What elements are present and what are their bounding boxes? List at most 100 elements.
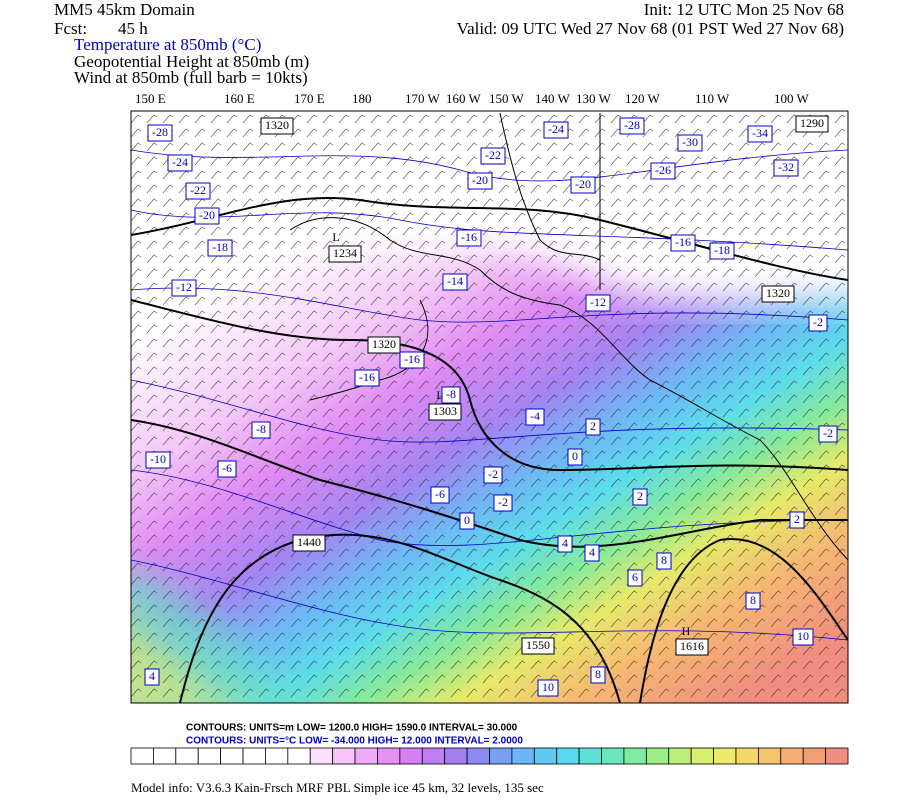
model-info: Model info: V3.6.3 Kain-Frsch MRF PBL Si…	[131, 780, 544, 795]
temperature-label: -16	[354, 369, 380, 387]
temperature-label-text: -2	[823, 426, 833, 440]
field-temperature: Temperature at 850mb (°C)	[74, 35, 261, 54]
temperature-label-text: -18	[714, 243, 730, 257]
temperature-label-text: -34	[752, 126, 768, 140]
temperature-label-box	[818, 425, 838, 443]
temperature-label-box	[442, 273, 468, 291]
colorbar-cell	[578, 747, 602, 765]
longitude-label: 170 W	[405, 91, 441, 106]
pressure-center: L	[332, 230, 339, 244]
temperature-label-text: -8	[446, 387, 456, 401]
temperature-label: -22	[185, 182, 211, 200]
temperature-label: -8	[251, 421, 271, 439]
height-label: 1234	[328, 245, 362, 263]
height-label-box	[367, 336, 401, 354]
colorbar-cell	[197, 747, 222, 765]
colorbar-cell	[287, 747, 311, 765]
colorbar-cell	[802, 747, 826, 765]
temperature-label-text: -16	[461, 230, 477, 244]
temperature-label-box	[619, 117, 645, 135]
temperature-label-text: 2	[794, 512, 800, 526]
temperature-label-box	[543, 121, 569, 139]
temperature-label-box	[585, 294, 611, 312]
temperature-label: 6	[627, 569, 643, 587]
longitude-label: 170 E	[294, 91, 325, 106]
temperature-label: -20	[467, 172, 493, 190]
temperature-label-box	[147, 124, 173, 142]
temperature-label-text: 0	[572, 449, 578, 463]
temperature-label-text: 4	[562, 536, 568, 550]
temperature-label: -18	[709, 242, 735, 260]
temperature-label: -6	[217, 460, 237, 478]
contour-info: CONTOURS: UNITS=m LOW= 1200.0 HIGH= 1590…	[186, 723, 523, 747]
temperature-label-box	[480, 147, 506, 165]
temperature-label-box	[217, 460, 237, 478]
colorbar-cell	[713, 747, 737, 765]
header: MM5 45km Domain Init: 12 UTC Mon 25 Nov …	[54, 0, 844, 87]
temperature-label-text: 8	[595, 667, 601, 681]
colorbar-cell	[130, 747, 154, 765]
height-label-box	[428, 403, 462, 421]
temperature-contour-info: CONTOURS: UNITS=°C LOW= -34.000 HIGH= 12…	[186, 736, 523, 747]
height-contour-info: CONTOURS: UNITS=m LOW= 1200.0 HIGH= 1590…	[186, 723, 518, 734]
temperature-label-text: 4	[149, 669, 155, 683]
height-label-text: 1440	[297, 535, 321, 549]
temperature-label-box	[456, 229, 482, 247]
temperature-label-box	[525, 408, 545, 426]
temperature-label: -18	[207, 239, 233, 257]
temperature-label-text: -8	[256, 422, 266, 436]
longitude-label: 120 W	[625, 91, 661, 106]
temperature-label-box	[590, 666, 606, 684]
temperature-label: -6	[430, 486, 450, 504]
temperature-label-box	[670, 234, 696, 252]
temperature-label-text: -32	[778, 160, 794, 174]
forecast-label: Fcst:	[54, 19, 87, 38]
temperature-label-text: -14	[447, 274, 463, 288]
height-label-text: 1320	[766, 286, 790, 300]
height-label: 1440	[292, 534, 326, 552]
height-label-box	[521, 637, 555, 655]
temperature-label: 0	[567, 448, 583, 466]
colorbar-cell	[668, 747, 692, 765]
temperature-label-box	[677, 134, 703, 152]
coastlines	[289, 112, 848, 561]
temperature-label-text: -22	[485, 148, 501, 162]
height-label-text: 1550	[526, 638, 550, 652]
temperature-label-box	[459, 512, 475, 530]
colorbar-cell	[309, 747, 334, 765]
map-frame	[130, 110, 849, 704]
temperature-label-text: 8	[750, 593, 756, 607]
temperature-label-text: -6	[222, 461, 232, 475]
temperature-label-box	[627, 569, 643, 587]
height-label-text: 1234	[333, 246, 357, 260]
temperature-label-text: -22	[190, 183, 206, 197]
colorbar-cell	[421, 747, 446, 765]
colorbar-cell	[265, 747, 289, 765]
colorbar-cell	[399, 747, 423, 765]
temperature-label-box	[650, 162, 676, 180]
map-area: 150 E 160 E 170 E 180 170 W 160 W 150 W 140 W 13…	[130, 91, 849, 704]
height-label-text: 1320	[265, 118, 289, 132]
temperature-label-box	[570, 176, 596, 194]
temperature-label-box	[467, 172, 493, 190]
valid-time: Valid: 09 UTC Wed 27 Nov 68 (01 PST Wed …	[457, 19, 844, 38]
temperature-label: 4	[144, 668, 160, 686]
temperature-label: -20	[570, 176, 596, 194]
temperature-label-box	[430, 486, 450, 504]
height-label-box	[292, 534, 326, 552]
temperature-label: -16	[670, 234, 696, 252]
longitude-labels: 150 E 160 E 170 E 180 170 W 160 W 150 W 140 W 13…	[135, 91, 810, 106]
temperature-label-box	[493, 494, 513, 512]
field-height: Geopotential Height at 850mb (m)	[74, 52, 309, 71]
temperature-label-text: -4	[530, 409, 540, 423]
temperature-label: -16	[399, 351, 425, 369]
temperature-label: 8	[590, 666, 606, 684]
temperature-label-text: -18	[212, 240, 228, 254]
temperature-label-box	[745, 592, 761, 610]
temperature-label: 4	[584, 544, 600, 562]
colorbar-cell	[489, 747, 513, 765]
forecast-hour: 45 h	[118, 19, 148, 38]
temperature-label: -32	[773, 159, 799, 177]
temperature-label-text: -20	[575, 177, 591, 191]
temperature-label-box	[537, 679, 559, 697]
